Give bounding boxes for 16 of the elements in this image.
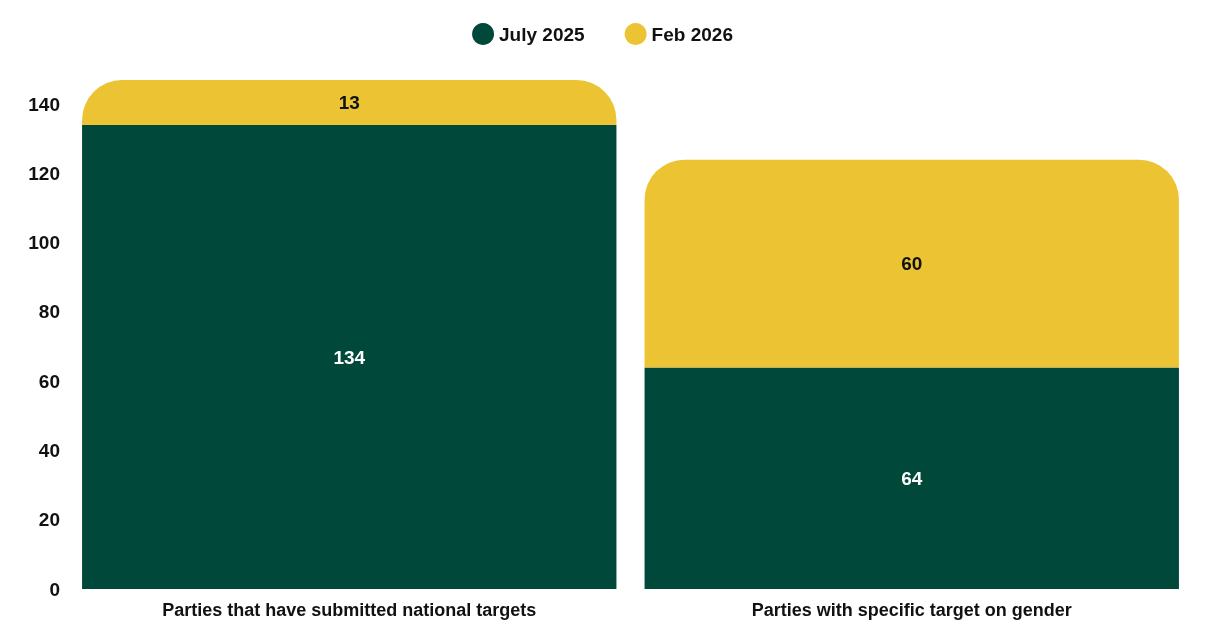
legend-label: Feb 2026 xyxy=(651,23,733,45)
data-label: 134 xyxy=(333,346,366,368)
data-label: 13 xyxy=(338,92,360,114)
y-tick-label: 100 xyxy=(28,232,60,254)
data-label: 64 xyxy=(901,467,923,489)
legend-label: July 2025 xyxy=(499,23,586,45)
y-tick-label: 140 xyxy=(28,93,60,115)
y-tick-label: 80 xyxy=(38,301,60,323)
x-tick-label: Parties that have submitted national targets xyxy=(162,600,537,620)
x-tick-label: Parties with specific target on gender xyxy=(751,600,1072,620)
y-tick-label: 20 xyxy=(38,509,60,531)
y-tick-label: 40 xyxy=(38,440,60,461)
y-tick-label: 60 xyxy=(38,370,60,392)
data-label: 60 xyxy=(901,253,923,275)
y-tick-label: 0 xyxy=(49,578,60,600)
y-tick-label: 120 xyxy=(28,162,60,184)
